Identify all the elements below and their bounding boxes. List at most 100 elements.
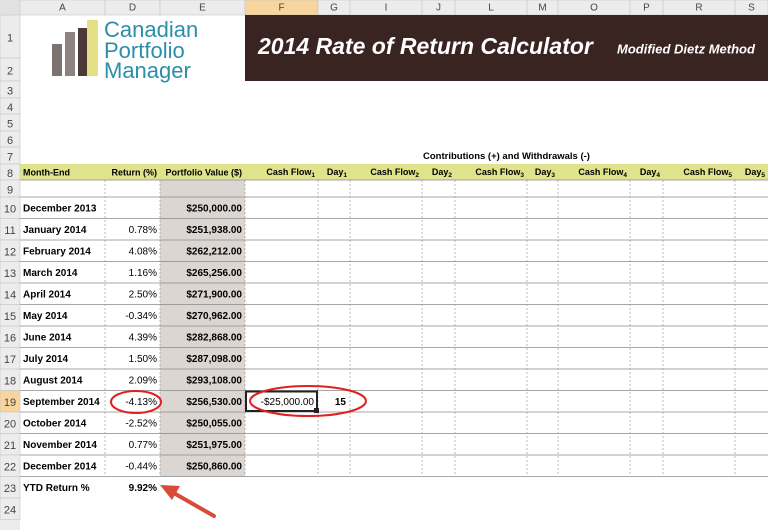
header-subscript: 5 [761, 172, 765, 179]
month-cell: July 2014 [23, 354, 68, 365]
header-cell: Return (%) [112, 167, 158, 177]
row-number: 23 [4, 483, 16, 495]
value-cell: $271,900.00 [186, 289, 242, 300]
row-number: 4 [7, 102, 13, 114]
value-cell: $251,975.00 [186, 440, 242, 451]
corner [0, 0, 20, 15]
header-band [20, 164, 768, 180]
row-number: 6 [7, 135, 13, 147]
column-letter: P [643, 3, 650, 14]
logo-text: Manager [104, 58, 191, 83]
logo-bar [52, 44, 62, 76]
row-number: 21 [4, 440, 16, 452]
row-number: 7 [7, 151, 13, 163]
row-number: 13 [4, 268, 16, 280]
row-number: 2 [7, 65, 13, 77]
value-cell: $287,098.00 [186, 354, 242, 365]
month-cell: March 2014 [23, 268, 78, 279]
value-cell: $250,055.00 [186, 418, 242, 429]
header-label: Cash Flow [266, 167, 312, 177]
value-cell: $262,212.00 [186, 246, 242, 257]
column-letter: M [538, 3, 546, 14]
row-number: 24 [4, 505, 16, 517]
header-cell: Day2 [432, 167, 453, 178]
column-letter: I [385, 3, 388, 14]
header-label: Day [327, 167, 344, 177]
header-subscript: 3 [520, 172, 524, 179]
header-subscript: 4 [656, 172, 660, 179]
value-cell: $250,000.00 [186, 203, 242, 214]
arrow-shaft [170, 490, 216, 518]
header-cell: Day3 [535, 167, 556, 178]
month-cell: January 2014 [23, 225, 87, 236]
logo: Canadian Portfolio Manager [52, 17, 198, 83]
column-letter: D [129, 3, 136, 14]
header-subscript: 1 [343, 172, 347, 179]
column-letter: O [590, 3, 598, 14]
column-letter: A [59, 3, 66, 14]
section-title: Contributions (+) and Withdrawals (-) [423, 151, 590, 162]
month-cell: September 2014 [23, 397, 100, 408]
row-number: 11 [4, 225, 15, 237]
arrow [160, 485, 216, 518]
selected-cell [245, 390, 318, 412]
ytd-label: YTD Return % [23, 483, 90, 494]
logo-bar [87, 20, 98, 76]
header-cell: Month-End [23, 167, 70, 177]
row-number: 20 [4, 419, 16, 431]
return-cell: 2.50% [129, 289, 157, 300]
return-cell: 0.77% [129, 440, 157, 451]
return-cell: 1.16% [129, 268, 157, 279]
return-cell: 4.08% [129, 246, 157, 257]
column-letter: F [278, 3, 284, 14]
cash-flow-cell: -$25,000.00 [261, 397, 315, 408]
header-cell: Day4 [640, 167, 661, 178]
row-number: 16 [4, 333, 16, 345]
cells: Contributions (+) and Withdrawals (-) Mon… [23, 151, 765, 494]
return-cell: 1.50% [129, 354, 157, 365]
header-label: Day [640, 167, 657, 177]
column-letter: G [330, 3, 338, 14]
return-cell: -4.13% [125, 397, 157, 408]
return-cell: 4.39% [129, 332, 157, 343]
row-number: 22 [4, 462, 16, 474]
column-letter: R [695, 3, 702, 14]
return-cell: -0.44% [125, 461, 157, 472]
row-number: 17 [4, 354, 16, 366]
row-number: 10 [4, 204, 16, 216]
month-cell: April 2014 [23, 289, 71, 300]
value-cell: $282,868.00 [186, 332, 242, 343]
logo-text: Portfolio [104, 38, 185, 63]
return-cell: 0.78% [129, 225, 157, 236]
header-subscript: 2 [415, 172, 419, 179]
ytd-value: 9.92% [129, 483, 157, 494]
row-number: 12 [4, 247, 16, 259]
row-number: 14 [4, 290, 16, 302]
month-cell: June 2014 [23, 332, 72, 343]
return-cell: 2.09% [129, 375, 157, 386]
month-cell: November 2014 [23, 440, 97, 451]
header-subscript: 5 [728, 172, 732, 179]
header-label: Cash Flow [683, 167, 729, 177]
header-cell: Cash Flow3 [475, 167, 524, 178]
header-label: Day [745, 167, 762, 177]
row-number: 9 [7, 184, 13, 196]
logo-text: Canadian [104, 17, 198, 42]
header-subscript: 4 [623, 172, 627, 179]
column-letter: L [488, 3, 494, 14]
row-number: 1 [7, 32, 13, 44]
header-subscript: 1 [311, 172, 315, 179]
logo-bar [65, 32, 75, 76]
arrow-head [160, 485, 180, 500]
header-label: Cash Flow [370, 167, 416, 177]
header-label: Cash Flow [475, 167, 521, 177]
header-cell: Portfolio Value ($) [165, 167, 242, 177]
month-cell: October 2014 [23, 418, 87, 429]
fill-handle [314, 408, 319, 413]
column-letter: E [199, 3, 206, 14]
row-number: 18 [4, 376, 16, 388]
